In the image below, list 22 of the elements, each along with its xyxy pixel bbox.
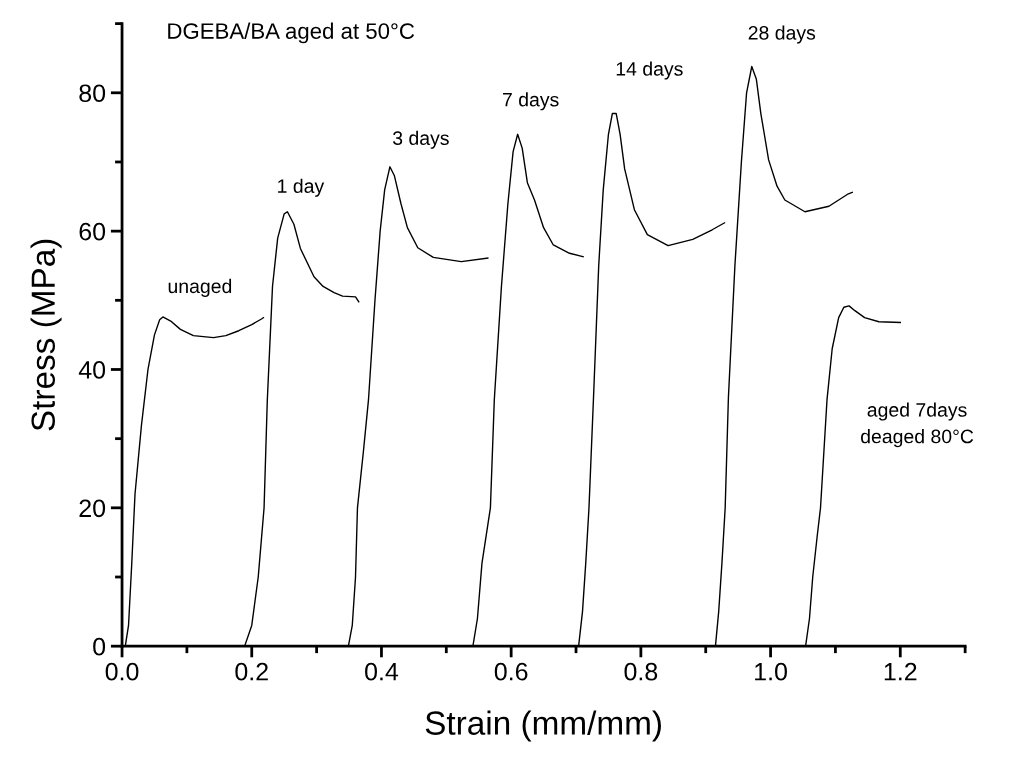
series-label: 14 days [616,61,683,80]
y-axis-title: Stress (MPa) [30,239,62,431]
y-tick-label: 80 [79,84,106,103]
x-tick-label: 0.0 [105,662,139,681]
x-tick-label: 0.4 [365,662,399,681]
y-tick-label: 40 [78,361,106,379]
x-tick-label: 1.0 [755,662,787,681]
x-tick-label: 0.2 [235,662,268,681]
series-label: 28 days [748,25,816,44]
series-label: unaged [168,278,232,297]
y-tick-label: 0 [93,637,106,656]
series-label: 7 days [503,92,559,111]
chart-title: DGEBA/BA aged at 50°C [168,22,415,44]
series-label: 3 days [392,130,449,149]
series-label: 1 day [278,178,325,197]
x-axis-title: Strain (mm/mm) [425,710,661,742]
x-tick-label: 0.8 [624,662,658,681]
y-tick-label: 20 [79,499,106,518]
series-label: aged 7days deaged 80°C [861,402,974,448]
y-tick-label: 60 [79,222,106,241]
x-tick-label: 1.2 [884,662,917,681]
x-tick-label: 0.6 [494,662,528,681]
